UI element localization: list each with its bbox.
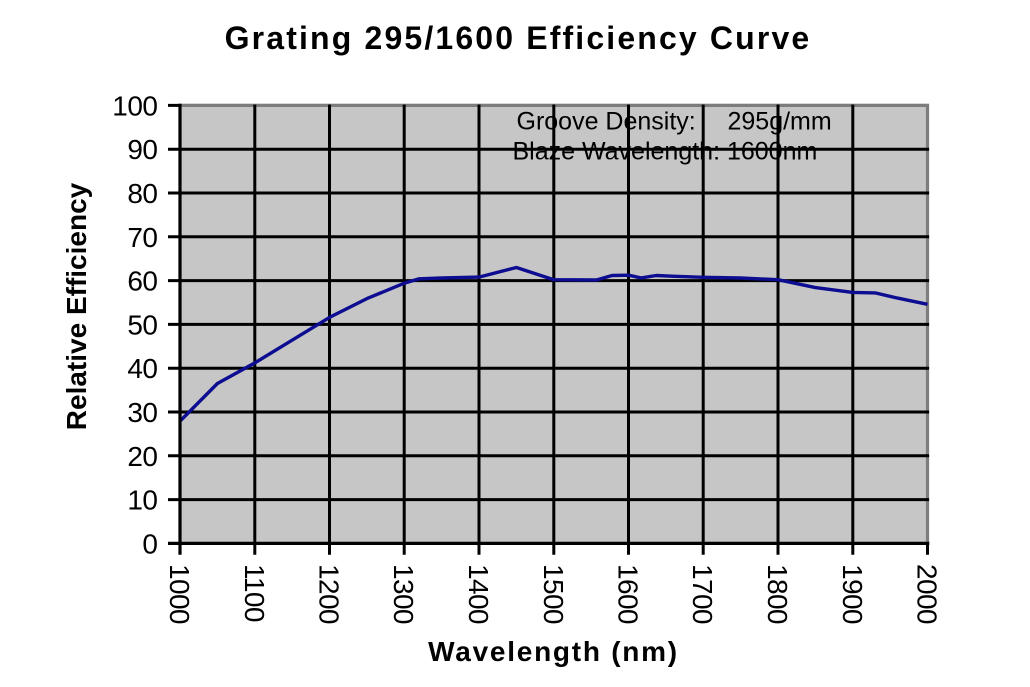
svg-text:1600: 1600: [613, 564, 644, 624]
svg-text:1500: 1500: [538, 564, 569, 624]
svg-text:Relative Efficiency: Relative Efficiency: [61, 182, 92, 430]
svg-text:295g/mm: 295g/mm: [728, 108, 832, 136]
svg-text:1800: 1800: [762, 564, 793, 624]
svg-text:1900: 1900: [837, 564, 868, 624]
svg-text:1200: 1200: [314, 564, 345, 624]
svg-text:40: 40: [127, 353, 157, 384]
svg-text:2000: 2000: [912, 564, 943, 624]
svg-text:1000: 1000: [164, 564, 195, 624]
svg-text:80: 80: [127, 178, 157, 209]
svg-text:Blaze Wavelength: 1600nm: Blaze Wavelength: 1600nm: [513, 138, 818, 166]
svg-text:60: 60: [127, 266, 157, 297]
svg-text:0: 0: [142, 528, 157, 559]
svg-text:1300: 1300: [388, 564, 419, 624]
svg-text:70: 70: [127, 222, 157, 253]
svg-text:30: 30: [127, 397, 157, 428]
svg-text:1700: 1700: [687, 564, 718, 624]
svg-text:Wavelength (nm): Wavelength (nm): [428, 636, 679, 667]
svg-text:Grating 295/1600 Efficiency Cu: Grating 295/1600 Efficiency Curve: [225, 20, 812, 56]
svg-text:10: 10: [127, 485, 157, 516]
svg-text:20: 20: [127, 441, 157, 472]
svg-text:1100: 1100: [239, 564, 270, 622]
svg-text:100: 100: [112, 90, 157, 121]
svg-text:Groove Density:: Groove Density:: [517, 108, 696, 136]
svg-text:50: 50: [127, 309, 157, 340]
svg-text:1400: 1400: [463, 564, 494, 624]
svg-text:90: 90: [127, 134, 157, 165]
